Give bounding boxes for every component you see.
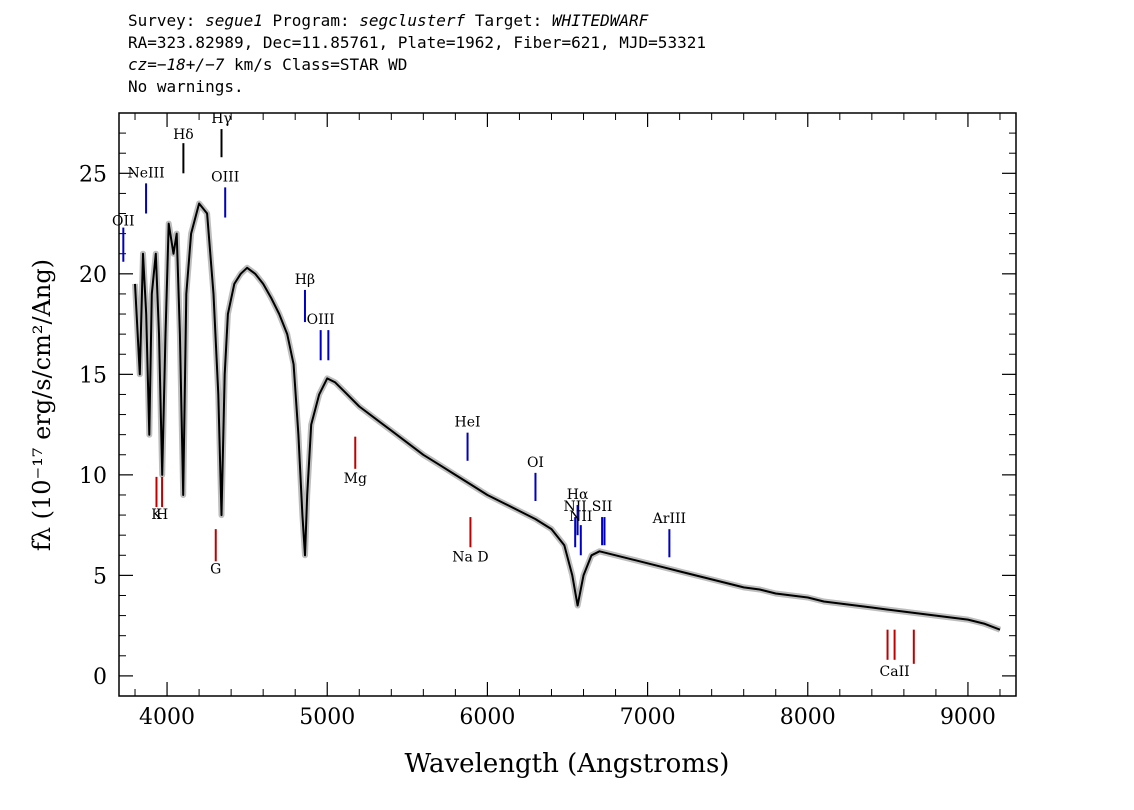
x-axis-label: Wavelength (Angstroms) [405,749,730,779]
emission-line-label: OI [527,455,544,471]
y-tick-label: 25 [79,162,107,187]
emission-line-label: Hδ [173,127,194,143]
x-tick-label: 8000 [780,705,836,730]
absorption-line-label: H [156,507,168,523]
y-axis-label: fλ (10⁻¹⁷ erg/s/cm²/Ang) [28,259,56,551]
emission-line-label: NII [564,499,587,515]
survey-value: segue1 [205,11,263,30]
emission-line-label: OIII [307,312,335,328]
emission-line-label: OIII [211,169,239,185]
flux-line [134,202,1001,631]
survey-line: Survey: segue1 Program: segclusterf Targ… [128,10,706,32]
program-value: segclusterf [359,11,466,30]
redshift-line: cz=−18+/−7 km/s Class=STAR WD [128,54,706,76]
axis-ticks [119,113,1016,696]
class-value: km/s Class=STAR WD [224,55,408,74]
emission-line-label: ArIII [652,511,686,527]
y-tick-label: 0 [93,665,107,690]
x-tick-label: 4000 [139,705,195,730]
emission-line-label: Hβ [295,272,315,288]
x-tick-label: 6000 [459,705,515,730]
emission-line-label: NeIII [127,165,164,181]
coordinates-line: RA=323.82989, Dec=11.85761, Plate=1962, … [128,33,706,52]
target-label: Target: [474,11,543,30]
emission-line-label: Hγ [211,111,232,127]
plot-frame [118,112,1017,697]
emission-line-label: Hα [567,487,589,503]
absorption-line-label: Mg [344,471,367,487]
x-tick-label: 7000 [620,705,676,730]
spectrum-header: Survey: segue1 Program: segclusterf Targ… [128,10,706,98]
x-tick-label: 5000 [299,705,355,730]
y-tick-label: 10 [79,464,107,489]
x-tick-label: 9000 [940,705,996,730]
emission-line-label: SII [592,499,613,515]
program-label: Program: [272,11,350,30]
line-markers: OIINeIIIHδHγOIIIHβOIIIHeIOINIIHαNIISIIAr… [112,111,915,680]
target-value: WHITEDWARF [551,11,649,30]
survey-label: Survey: [128,11,196,30]
absorption-line-label: G [210,561,221,577]
flux-error-band [132,200,1002,633]
emission-line-label: NII [569,509,592,525]
absorption-line-label: CaII [880,664,910,680]
emission-line-label: HeI [455,415,481,431]
warnings-line: No warnings. [128,77,244,96]
cz-value: cz=−18+/−7 [128,55,225,74]
y-tick-label: 20 [79,263,107,288]
absorption-line-label: K [151,507,162,523]
y-tick-label: 5 [93,564,107,589]
y-tick-label: 15 [79,363,107,388]
emission-line-label: OII [112,214,135,230]
absorption-line-label: Na D [452,549,488,565]
tick-labels: 4000 5000 6000 7000 8000 9000 0 5 10 15 20 25 [79,162,996,730]
